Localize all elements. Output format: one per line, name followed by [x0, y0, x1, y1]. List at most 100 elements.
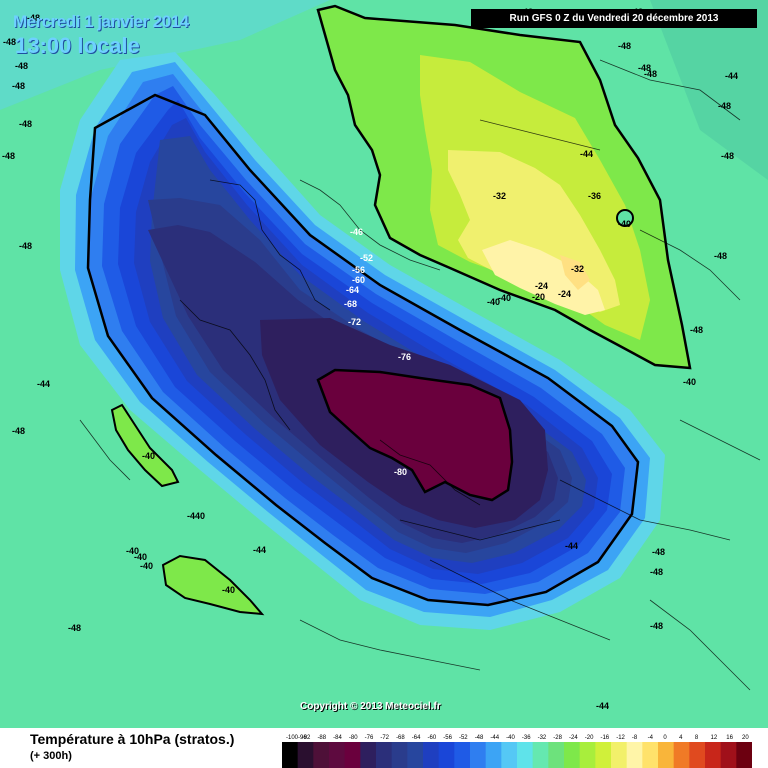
- legend-tick-label: -52: [459, 735, 468, 741]
- isotherm-label: -48: [19, 241, 32, 251]
- legend-tick-label: -32: [538, 735, 547, 741]
- isotherm-label: -40: [140, 561, 153, 571]
- copyright: Copyright © 2013 Meteociel.fr: [300, 701, 441, 712]
- legend-swatch: [470, 742, 487, 768]
- legend-tick-label: -80: [349, 735, 358, 741]
- legend-swatch: [391, 742, 408, 768]
- legend-swatch: [360, 742, 377, 768]
- legend-tick-label: -92: [302, 735, 311, 741]
- legend-swatch: [673, 742, 690, 768]
- legend-tick-label: -44: [490, 735, 499, 741]
- footer-subtitle: (+ 300h): [30, 750, 72, 762]
- legend-tick-label: -24: [569, 735, 578, 741]
- isotherm-label: -48: [721, 151, 734, 161]
- isotherm-label: -36: [588, 191, 601, 201]
- isotherm-label: -48: [3, 37, 16, 47]
- legend-swatch: [532, 742, 549, 768]
- legend-tick-label: -8: [632, 735, 638, 741]
- isotherm-label: -46: [350, 227, 363, 237]
- legend-swatch: [705, 742, 722, 768]
- isotherm-label: -48: [15, 61, 28, 71]
- legend-swatch: [438, 742, 455, 768]
- legend-tick-label: 8: [695, 735, 699, 741]
- legend-tick-label: -60: [428, 735, 437, 741]
- isotherm-label: -44: [725, 71, 738, 81]
- legend-tick-label: -48: [475, 735, 484, 741]
- isotherm-label: -440: [187, 511, 205, 521]
- isotherm-label: -80: [394, 467, 407, 477]
- isotherm-label: -48: [650, 621, 663, 631]
- warm-region: [316, 4, 692, 370]
- isotherm-label: -48: [638, 63, 651, 73]
- temperature-map: -48-48-48-48-48-48-48-44-48-40-440-44-40…: [0, 0, 768, 728]
- isotherm-label: -48: [19, 119, 32, 129]
- isotherm-label: -44: [580, 149, 593, 159]
- legend-tick-label: -16: [600, 735, 609, 741]
- legend-tick-label: -4: [648, 735, 654, 741]
- legend-swatch: [407, 742, 424, 768]
- run-info-banner: Run GFS 0 Z du Vendredi 20 décembre 2013: [471, 9, 757, 28]
- isotherm-label: -56: [352, 265, 365, 275]
- legend-tick-label: -36: [522, 735, 531, 741]
- isotherm-label: -48: [68, 623, 81, 633]
- isotherm-label: -48: [2, 151, 15, 161]
- legend-tick-label: 0: [663, 735, 667, 741]
- legend-swatch: [626, 742, 643, 768]
- isotherm-label: -44: [253, 545, 266, 555]
- cold-vortex: [60, 52, 665, 630]
- coastlines: [79, 59, 761, 691]
- legend-swatch: [329, 742, 346, 768]
- legend-swatch: [344, 742, 361, 768]
- legend-swatch: [689, 742, 706, 768]
- isotherm-label: -68: [344, 299, 357, 309]
- isotherm-label: -40: [498, 293, 511, 303]
- color-legend: -100-96-92 -88 -84 -80 -76 -72 -68 -64 -60 -56 -52…: [282, 735, 752, 768]
- legend-tick-label: -20: [585, 735, 594, 741]
- isotherm-label: -40: [126, 546, 139, 556]
- legend-tick-label: -72: [380, 735, 389, 741]
- isotherm-label: -48: [718, 101, 731, 111]
- legend-tick-label: -40: [506, 735, 515, 741]
- isotherm-label: -24: [535, 281, 548, 291]
- legend-swatch: [736, 742, 752, 768]
- isotherm-label: -72: [348, 317, 361, 327]
- isotherm-label: -32: [493, 191, 506, 201]
- legend-swatch: [282, 742, 299, 768]
- isotherm-label: -40: [222, 585, 235, 595]
- isotherm-label: -44: [596, 701, 609, 711]
- isotherm-label: -40: [618, 219, 631, 229]
- isotherm-label: -48: [690, 325, 703, 335]
- legend-tick-label: -56: [443, 735, 452, 741]
- legend-swatch: [548, 742, 565, 768]
- footer: Température à 10hPa (stratos.) (+ 300h) …: [0, 728, 768, 768]
- legend-swatch: [297, 742, 314, 768]
- legend-tick-label: -84: [333, 735, 342, 741]
- legend-swatch: [313, 742, 330, 768]
- legend-tick-label: 20: [742, 735, 749, 741]
- legend-swatch: [517, 742, 534, 768]
- isotherm-label: -40: [142, 451, 155, 461]
- isotherm-label: -48: [12, 81, 25, 91]
- forecast-date: Mercredi 1 janvier 2014: [13, 12, 189, 31]
- isotherm-label: -48: [644, 69, 657, 79]
- legend-tick-label: -68: [396, 735, 405, 741]
- isotherm-label: -48: [27, 13, 40, 23]
- legend-swatch: [501, 742, 518, 768]
- legend-swatch: [376, 742, 393, 768]
- legend-tick-label: 4: [679, 735, 683, 741]
- legend-tick-label: -88: [317, 735, 326, 741]
- legend-tick-label: -64: [412, 735, 421, 741]
- legend-tick-label: -100-96: [286, 735, 307, 741]
- isotherm-label: -20: [532, 292, 545, 302]
- legend-tick-label: 12: [711, 735, 718, 741]
- legend-swatch: [720, 742, 737, 768]
- isotherm-label: -44: [37, 379, 50, 389]
- legend-tick-label: -28: [553, 735, 562, 741]
- legend-swatch: [564, 742, 581, 768]
- legend-swatch: [658, 742, 675, 768]
- isotherm-label: -40: [134, 552, 147, 562]
- legend-swatch: [423, 742, 440, 768]
- isotherm-label: -24: [558, 289, 571, 299]
- legend-tick-label: -76: [365, 735, 374, 741]
- isotherm-label: -60: [352, 275, 365, 285]
